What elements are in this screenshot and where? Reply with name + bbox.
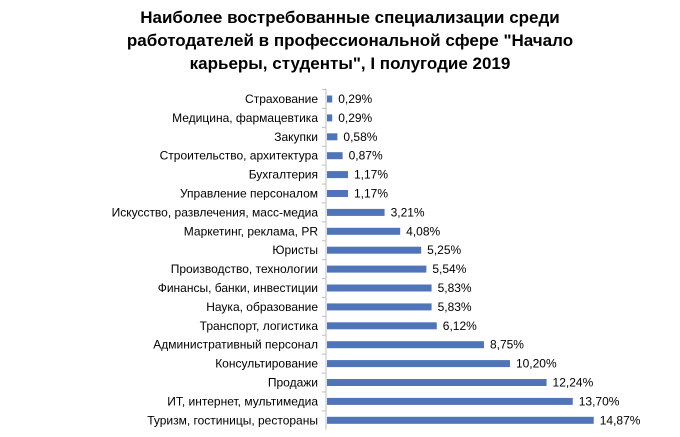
category-label: Закупки [274,130,318,144]
bar [327,360,510,368]
category-label: Юристы [272,243,318,257]
chart-title-line: карьеры, студенты", I полугодие 2019 [189,54,511,73]
bar [327,416,594,424]
category-label: Искусство, развлечения, масс-медиа [112,205,319,219]
category-label: Строительство, архитектура [160,149,319,163]
bar [327,95,333,103]
chart-title: Наиболее востребованные специализации ср… [90,6,610,75]
value-label: 4,08% [406,224,440,238]
value-label: 0,29% [338,111,372,125]
bar [327,379,547,386]
value-label: 12,24% [553,376,594,390]
value-label: 13,70% [579,394,620,408]
category-label: Маркетинг, реклама, PR [184,224,319,238]
category-label: Консультирование [215,357,318,371]
category-label: Управление персоналом [180,187,318,201]
bar [327,284,432,292]
category-label: Финансы, банки, инвестиции [158,281,318,295]
value-label: 10,20% [516,357,557,371]
category-label: Производство, технологии [171,262,318,276]
bar [327,341,484,349]
bar [327,246,422,254]
bar [327,152,343,160]
category-label: Административный персонал [153,338,318,352]
value-label: 0,29% [338,92,372,106]
category-label: Туризм, гостиницы, рестораны [147,413,318,427]
value-label: 5,83% [438,300,472,314]
bar [327,322,437,330]
value-label: 0,58% [343,130,377,144]
bar [327,190,348,197]
bar [327,171,348,179]
value-label: 5,54% [432,262,466,276]
value-label: 6,12% [443,319,477,333]
category-label: ИТ, интернет, мультимедиа [167,394,318,408]
bar [327,265,427,273]
chart-title-line: работодателей в профессиональной сфере "… [126,31,574,50]
category-label: Бухгалтерия [249,168,318,182]
category-label: Страхование [245,92,318,106]
value-label: 14,87% [600,413,641,427]
bar [327,133,338,141]
category-label: Транспорт, логистика [200,319,319,333]
value-label: 1,17% [354,168,388,182]
bar [327,303,432,311]
category-label: Продажи [268,376,318,390]
value-label: 5,83% [438,281,472,295]
bar [327,114,333,122]
bar [327,227,401,235]
bar [327,397,573,405]
value-label: 8,75% [490,338,524,352]
value-label: 3,21% [391,205,425,219]
chart-title-line: Наиболее востребованные специализации ср… [140,8,560,27]
bar [327,208,385,216]
value-label: 1,17% [354,187,388,201]
value-label: 0,87% [349,149,383,163]
value-label: 5,25% [427,243,461,257]
category-label: Медицина, фармацевтика [172,111,318,125]
category-label: Наука, образование [206,300,318,314]
